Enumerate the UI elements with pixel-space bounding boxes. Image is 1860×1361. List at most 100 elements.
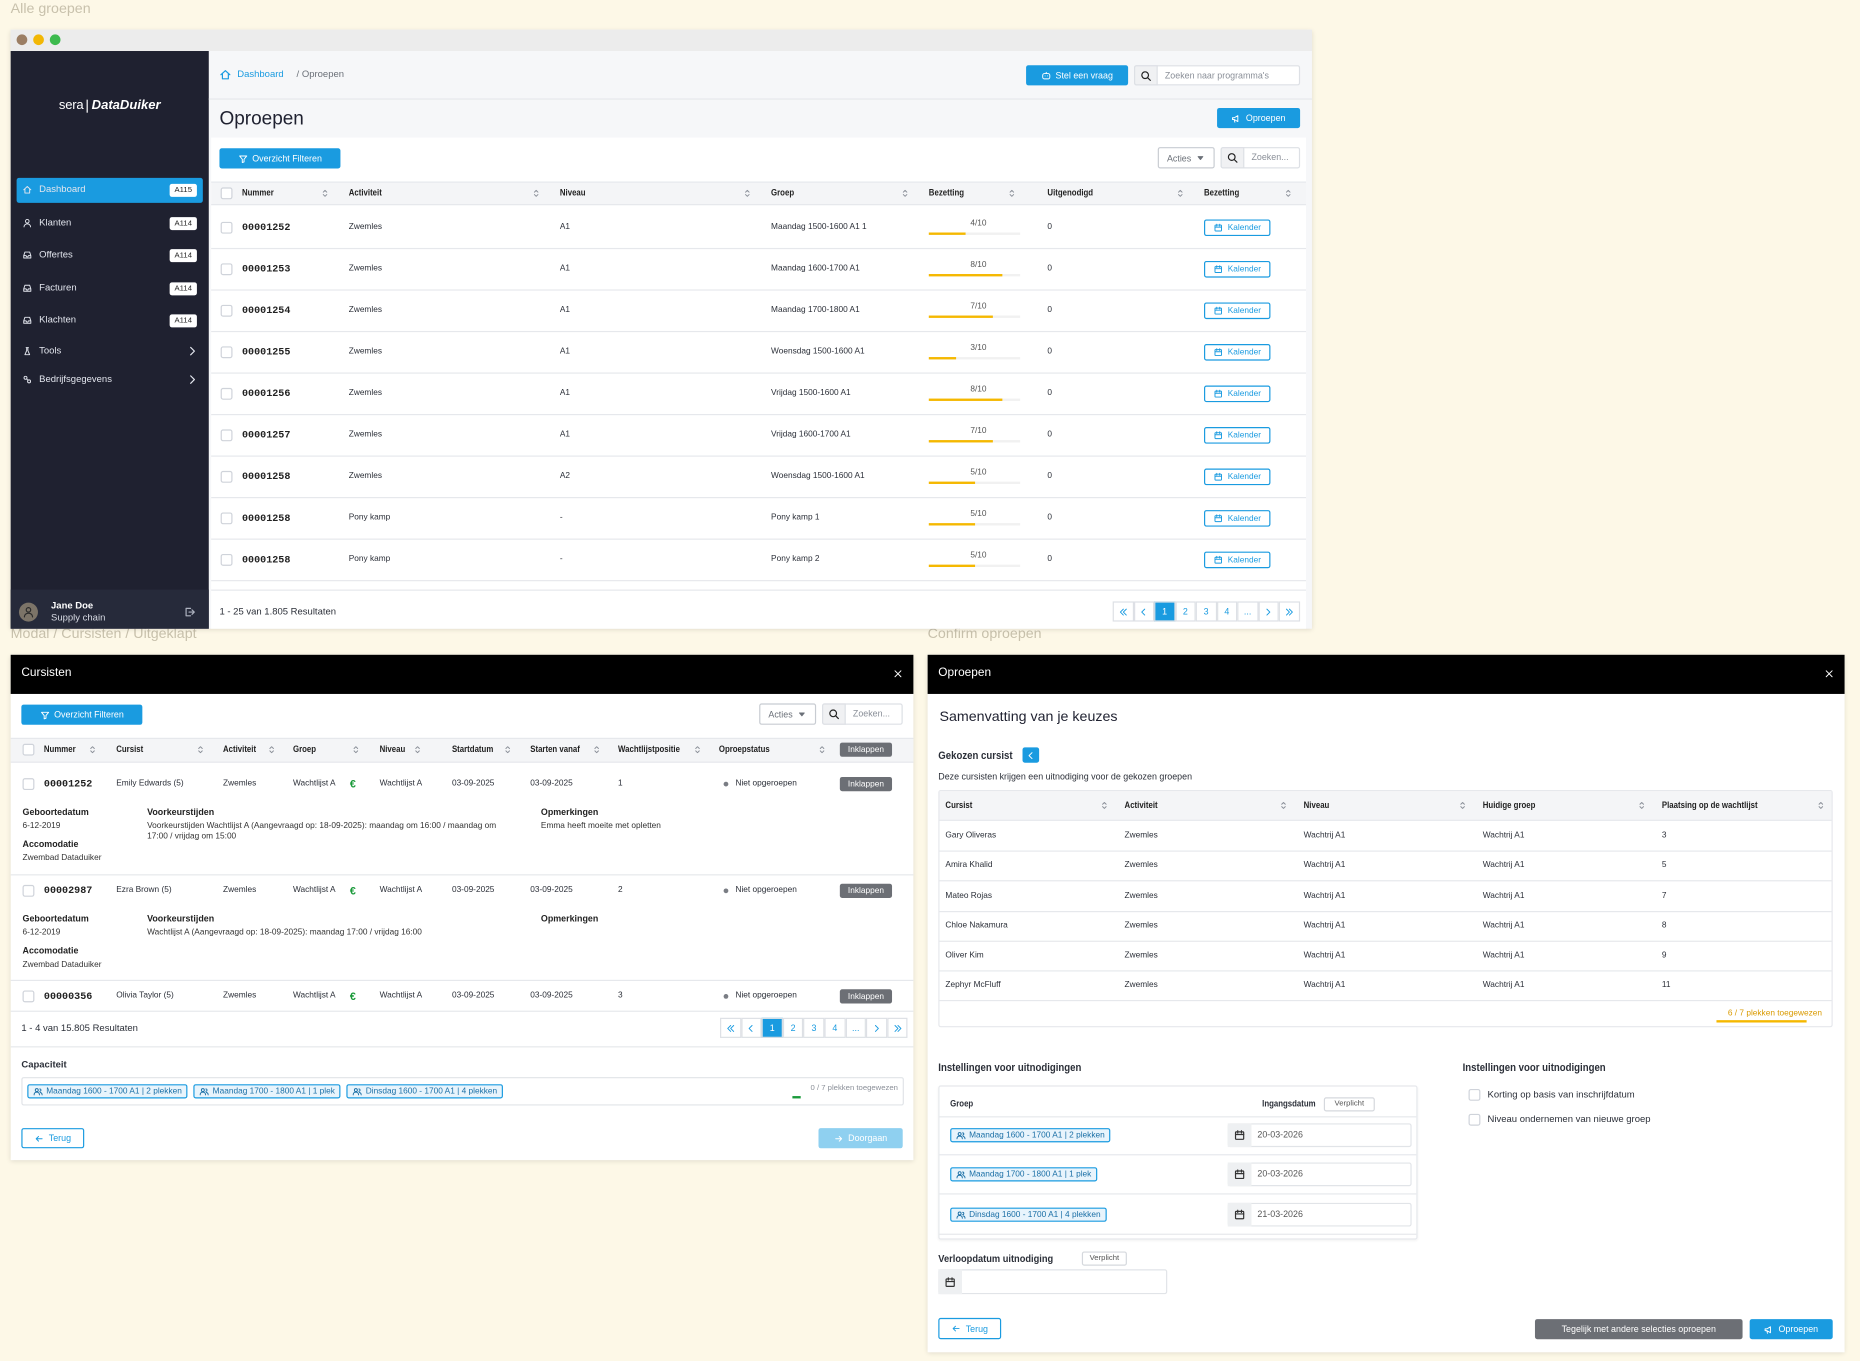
close-icon[interactable] xyxy=(893,669,902,678)
checkbox[interactable] xyxy=(22,743,35,756)
button-label: Kalender xyxy=(1227,555,1261,565)
calendar-button[interactable]: Kalender xyxy=(1204,427,1271,444)
checkbox[interactable] xyxy=(220,387,233,400)
detail-label: Voorkeurstijden xyxy=(147,913,215,925)
checkbox[interactable] xyxy=(22,990,35,1003)
page-button[interactable]: 4 xyxy=(824,1017,846,1038)
icon-part xyxy=(190,375,195,384)
calendar-button[interactable]: Kalender xyxy=(1204,219,1271,237)
icon-part xyxy=(1214,390,1222,398)
filter-button[interactable]: Overzicht Filteren xyxy=(21,704,143,725)
icon-part xyxy=(1214,556,1222,564)
icon-part xyxy=(25,218,30,224)
sort-icon xyxy=(1637,801,1646,810)
page-button[interactable] xyxy=(740,1017,762,1038)
icon-part xyxy=(23,612,34,618)
page-button[interactable]: 1 xyxy=(1154,601,1175,622)
page-button[interactable]: ... xyxy=(845,1017,867,1038)
search-icon xyxy=(1140,69,1152,81)
collapse-button[interactable]: Inklappen xyxy=(839,776,893,792)
icon-part xyxy=(1639,802,1644,809)
back-button[interactable]: Terug xyxy=(21,1128,85,1149)
page-button[interactable]: ... xyxy=(1237,601,1258,622)
page-button[interactable]: 1 xyxy=(761,1017,783,1038)
cell: Pony kamp 2 xyxy=(771,555,820,564)
button-icon xyxy=(797,709,806,718)
icon-part xyxy=(1234,1130,1245,1140)
primary-button[interactable]: Oproepen xyxy=(1217,107,1301,129)
secondary-button[interactable]: Tegelijk met andere selecties oproepen xyxy=(1534,1319,1743,1340)
detail-value: 6-12-2019 xyxy=(22,928,61,938)
checkbox[interactable] xyxy=(220,553,233,566)
page-button[interactable]: 2 xyxy=(1174,601,1196,622)
checkbox[interactable] xyxy=(220,263,233,276)
filter-button[interactable]: Overzicht Filteren xyxy=(219,148,341,169)
checkbox[interactable] xyxy=(22,884,35,897)
cell: Wachtrij A1 xyxy=(1303,951,1346,960)
column-header: Uitgenodigd xyxy=(1047,187,1094,199)
calendar-button[interactable]: Kalender xyxy=(1204,551,1271,569)
back-button[interactable]: Terug xyxy=(938,1317,1002,1340)
checkbox[interactable] xyxy=(220,187,233,200)
page-button[interactable]: 3 xyxy=(1195,601,1217,622)
section-heading: Capaciteit xyxy=(21,1059,67,1070)
icon-part xyxy=(415,746,420,754)
sort-icon xyxy=(351,745,360,754)
page-button[interactable] xyxy=(866,1017,888,1038)
column-header: Groep xyxy=(950,1098,974,1110)
actions-dropdown[interactable]: Acties xyxy=(759,703,817,725)
checkbox[interactable] xyxy=(220,304,233,317)
breadcrumb-link[interactable]: Dashboard xyxy=(237,68,284,80)
cell: Zwemles xyxy=(348,347,382,356)
column-header: Bezetting xyxy=(1204,187,1240,199)
collapse-button[interactable]: Inklappen xyxy=(839,742,893,757)
icon-part xyxy=(238,154,247,163)
primary-button[interactable]: Oproepen xyxy=(1749,1319,1833,1340)
page-button[interactable]: 3 xyxy=(803,1017,825,1038)
checkbox[interactable] xyxy=(1468,1113,1481,1126)
checkbox[interactable] xyxy=(220,470,233,483)
close-icon[interactable] xyxy=(1824,669,1833,678)
calendar-button[interactable]: Kalender xyxy=(1204,302,1271,320)
toggle-button[interactable] xyxy=(1022,747,1040,763)
actions-dropdown[interactable]: Acties xyxy=(1157,147,1215,169)
occupancy-label: 5/10 xyxy=(970,510,987,519)
page-button[interactable]: 4 xyxy=(1216,601,1238,622)
page-button[interactable] xyxy=(1133,601,1155,622)
checkbox[interactable] xyxy=(220,512,233,525)
checkbox[interactable] xyxy=(22,778,35,791)
calendar-button[interactable]: Kalender xyxy=(1204,468,1271,486)
collapse-button[interactable]: Inklappen xyxy=(839,883,893,898)
page-button[interactable] xyxy=(720,1017,741,1038)
ask-button[interactable]: Stel een vraag xyxy=(1026,65,1129,86)
logout-icon[interactable] xyxy=(184,606,196,618)
cell: 8 xyxy=(1661,921,1667,930)
next-button[interactable]: Doorgaan xyxy=(818,1128,903,1149)
page-button[interactable] xyxy=(1278,601,1300,622)
occupancy-label: 7/10 xyxy=(970,302,987,311)
calendar-button[interactable]: Kalender xyxy=(1204,510,1271,527)
icon-part xyxy=(957,1132,962,1136)
page-button[interactable] xyxy=(1257,601,1279,622)
icon-part xyxy=(1214,266,1222,274)
row-number: 00001258 xyxy=(241,512,291,525)
page-button[interactable] xyxy=(1112,601,1134,622)
button-label: Inklappen xyxy=(847,886,884,896)
calendar-button[interactable]: Kalender xyxy=(1204,385,1271,403)
calendar-button[interactable]: Kalender xyxy=(1204,344,1271,361)
checkbox[interactable] xyxy=(1468,1088,1481,1101)
collapse-button[interactable]: Inklappen xyxy=(839,989,893,1004)
page-button[interactable] xyxy=(887,1017,908,1038)
checkbox[interactable] xyxy=(220,429,233,442)
required-badge: Verplicht xyxy=(1323,1097,1375,1112)
occupancy-label: 8/10 xyxy=(970,385,987,394)
nav-badge: A114 xyxy=(169,281,197,295)
calendar-button[interactable]: Kalender xyxy=(1204,260,1271,278)
fee-icon: € xyxy=(349,990,356,1003)
nav-badge: A114 xyxy=(169,313,197,327)
button-icon xyxy=(1213,555,1222,564)
cell: 2 xyxy=(618,886,623,895)
checkbox[interactable] xyxy=(220,221,233,234)
page-button[interactable]: 2 xyxy=(782,1017,804,1038)
checkbox[interactable] xyxy=(220,346,233,359)
